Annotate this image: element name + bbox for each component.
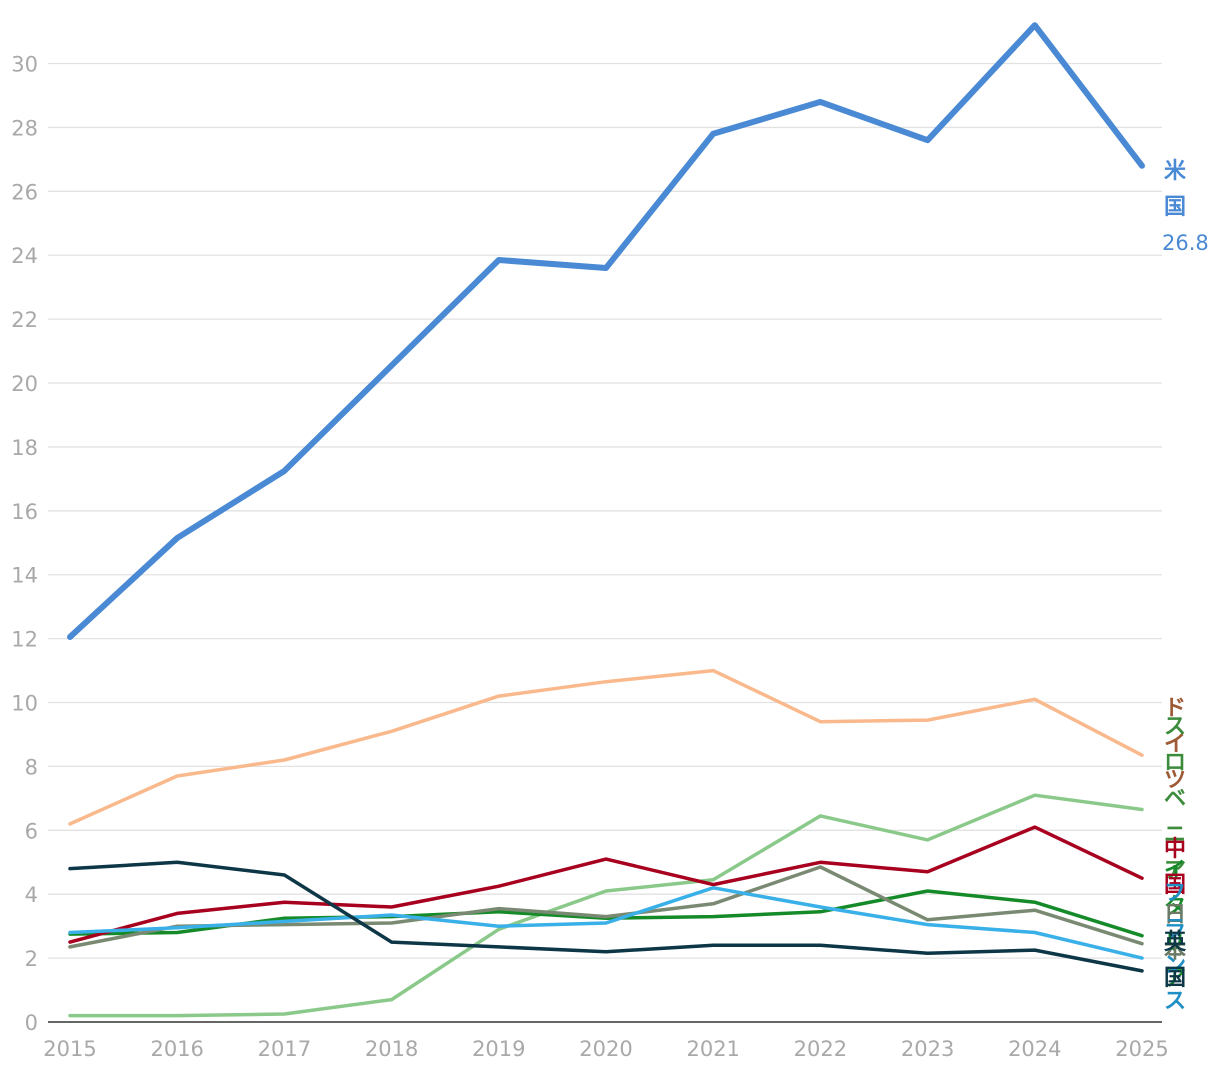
series-label-char: 日 xyxy=(1164,903,1186,928)
series-label-char: イ xyxy=(1164,859,1186,884)
series-label-char: 米 xyxy=(1164,159,1187,184)
gridlines xyxy=(48,62,1162,1023)
y-tick-label: 26 xyxy=(11,180,38,204)
series-label-char: 英 xyxy=(1164,930,1187,955)
series-label-char: ン xyxy=(1164,953,1186,978)
series-line xyxy=(68,668,1144,826)
x-tick-label: 2023 xyxy=(901,1037,954,1061)
x-tick-label: 2017 xyxy=(258,1037,311,1061)
y-tick-label: 12 xyxy=(11,628,38,652)
y-tick-label: 4 xyxy=(25,883,38,907)
series-lines xyxy=(67,22,1145,1018)
series-label-char: ア xyxy=(1164,967,1186,992)
series-label-char: 国 xyxy=(1164,195,1186,220)
x-tick-label: 2019 xyxy=(472,1037,525,1061)
series-label-char: ロ xyxy=(1164,751,1186,776)
series-line xyxy=(68,825,1144,944)
series-label-char: フ xyxy=(1164,881,1186,906)
series-line xyxy=(67,22,1145,640)
series-label-char: ア xyxy=(1164,859,1186,884)
y-tick-label: 14 xyxy=(11,564,38,588)
x-tick-label: 2015 xyxy=(43,1037,96,1061)
series-label-char: 国 xyxy=(1164,966,1186,991)
y-tick-label: 8 xyxy=(25,755,38,779)
y-tick-label: 20 xyxy=(11,372,38,396)
x-tick-label: 2016 xyxy=(150,1037,203,1061)
x-tick-label: 2018 xyxy=(365,1037,418,1061)
series-end-value-label: 26.8 xyxy=(1162,231,1209,255)
y-tick-label: 6 xyxy=(25,819,38,843)
y-tick-label: 2 xyxy=(25,947,38,971)
series-line xyxy=(68,860,1144,973)
series-label-char: 中 xyxy=(1164,837,1186,862)
series-label-char: ス xyxy=(1164,989,1186,1014)
series-label-char: タ xyxy=(1164,895,1186,920)
y-tick-label: 18 xyxy=(11,436,38,460)
y-tick-label: 0 xyxy=(25,1011,38,1035)
series-label-char: ニ xyxy=(1164,823,1186,848)
series-label-char: ラ xyxy=(1164,917,1186,942)
y-tick-label: 10 xyxy=(11,692,38,716)
y-tick-label: 16 xyxy=(11,500,38,524)
x-tick-label: 2022 xyxy=(794,1037,847,1061)
y-tick-label: 22 xyxy=(11,308,38,332)
series-label-char: 国 xyxy=(1164,873,1186,898)
x-tick-label: 2020 xyxy=(579,1037,632,1061)
x-tick-label: 2024 xyxy=(1008,1037,1061,1061)
y-tick-label: 28 xyxy=(11,116,38,140)
x-axis-ticks: 2015 2016 2017 2018 2019 2020 2021 2022 2023 2024… xyxy=(43,1037,1168,1061)
series-label-char: ベ xyxy=(1164,787,1186,812)
series-label-char: イ xyxy=(1164,732,1186,757)
series-label-char: ド xyxy=(1164,696,1186,721)
x-tick-label: 2021 xyxy=(686,1037,739,1061)
series-label-char: ス xyxy=(1164,715,1186,740)
y-tick-label: 24 xyxy=(11,244,38,268)
y-tick-label: 30 xyxy=(11,53,38,77)
x-tick-label: 2025 xyxy=(1115,1037,1168,1061)
series-line xyxy=(68,793,1144,1018)
series-label-char: リ xyxy=(1164,931,1186,956)
series-label-char: 本 xyxy=(1164,939,1186,964)
series-line xyxy=(68,886,1144,960)
series-label-char: ツ xyxy=(1164,768,1186,793)
